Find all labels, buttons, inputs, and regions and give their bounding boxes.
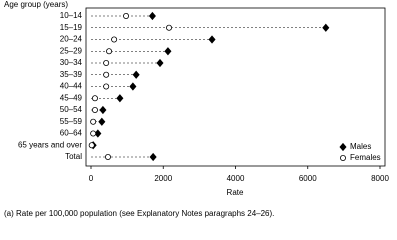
marker (91, 107, 98, 114)
x-tick-label: 4000 (227, 174, 245, 183)
marker (164, 47, 172, 56)
x-tick-label: 2000 (154, 174, 172, 183)
legend-marker (339, 142, 347, 152)
y-tick-label: 25–29 (60, 46, 83, 55)
marker (99, 105, 107, 115)
y-tick-label: 50–54 (60, 105, 83, 114)
chart: Age group (years) Rate (a) Rate per 100,… (4, 0, 389, 218)
marker (132, 70, 140, 79)
x-tick-label: 8000 (371, 174, 389, 183)
y-axis-label: Age group (years) (4, 0, 68, 9)
x-axis-label: Rate (227, 188, 244, 197)
marker (103, 83, 110, 90)
y-tick-label: 60–64 (60, 129, 83, 138)
marker (111, 36, 118, 43)
marker (166, 24, 173, 31)
marker (104, 153, 111, 160)
marker (103, 71, 110, 78)
marker (116, 94, 124, 103)
marker (103, 60, 110, 67)
legend-label: Females (350, 153, 381, 162)
marker (129, 82, 137, 91)
y-tick-label: 15–19 (60, 23, 83, 32)
note: (a) Rate per 100,000 population (see Exp… (4, 209, 274, 218)
y-tick-label: 65 years and over (18, 140, 82, 149)
y-tick-label: Total (65, 152, 82, 161)
y-tick-label: 20–24 (60, 35, 83, 44)
legend-label: Males (350, 142, 371, 151)
marker (148, 11, 156, 21)
marker (91, 95, 98, 102)
marker (149, 152, 157, 162)
y-tick-label: 55–59 (60, 117, 83, 126)
y-tick-label: 40–44 (60, 82, 83, 91)
y-tick-label: 35–39 (60, 70, 83, 79)
y-tick-label: 45–49 (60, 93, 83, 102)
marker (90, 130, 97, 137)
marker (208, 35, 216, 44)
y-tick-label: 30–34 (60, 58, 83, 67)
marker (106, 48, 113, 55)
marker (156, 58, 164, 68)
marker (98, 117, 106, 126)
x-tick-label: 6000 (299, 174, 317, 183)
marker (88, 142, 95, 149)
legend-marker (339, 154, 346, 161)
y-tick-label: 10–14 (60, 11, 83, 20)
marker (90, 118, 97, 125)
marker (322, 23, 330, 32)
marker (123, 12, 130, 19)
x-tick-label: 0 (89, 174, 94, 183)
